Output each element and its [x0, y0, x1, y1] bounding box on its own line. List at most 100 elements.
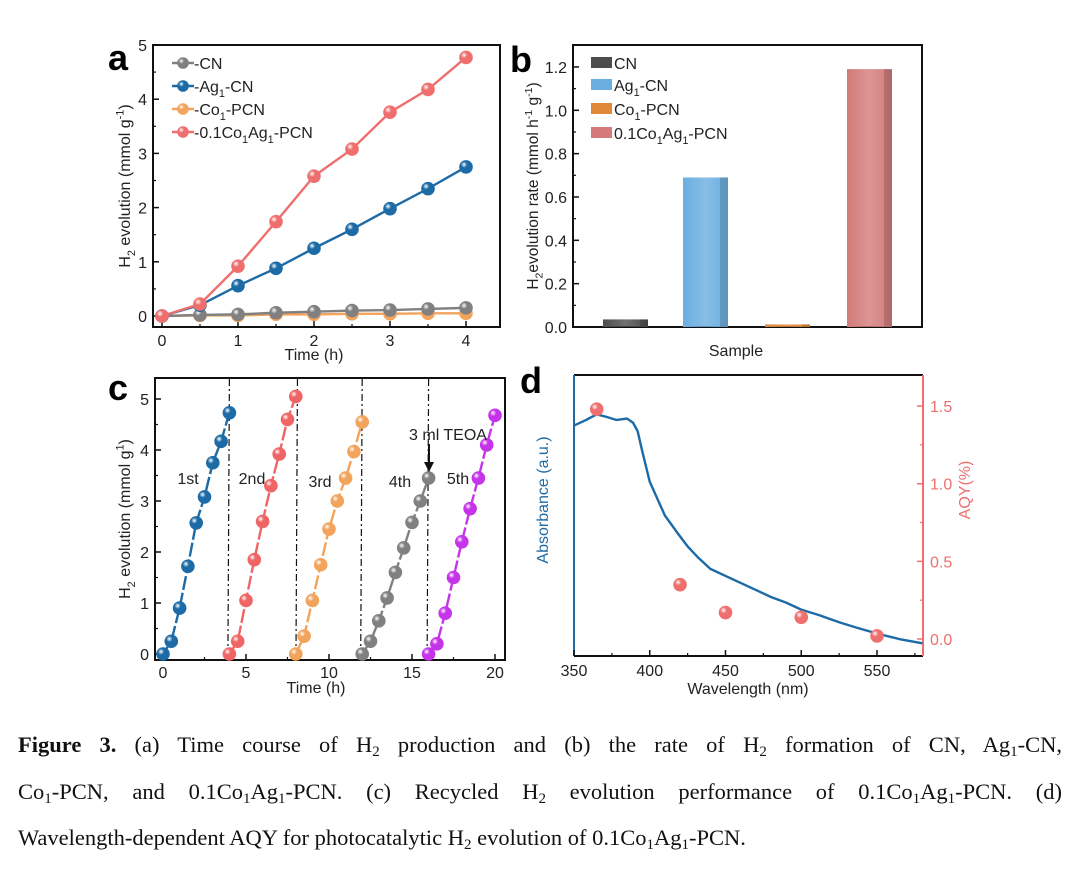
figure-caption: Figure 3. (a) Time course of H2 producti… [18, 722, 1062, 862]
y-tick-label: 1.5 [930, 399, 952, 416]
legend-marker [177, 103, 189, 115]
aqy-point [589, 402, 604, 416]
legend-label: -Ag1-CN [194, 79, 253, 100]
data-point [405, 515, 419, 530]
caption-text: 1 [947, 790, 956, 807]
y-axis-label-right: AQY(%) [957, 461, 974, 520]
panel-label-b: b [510, 39, 532, 80]
label-part: 1 [634, 87, 640, 99]
legend-label: CN [614, 56, 637, 73]
cycle-boundary-line [227, 378, 230, 660]
data-point [421, 647, 436, 661]
bar [683, 177, 728, 327]
data-point [421, 471, 436, 485]
legend-label: -Co1-PCN [194, 102, 265, 123]
legend-swatch [591, 127, 612, 138]
data-point [164, 634, 179, 649]
data-point [471, 471, 486, 485]
data-point [345, 222, 359, 237]
legend-label: -0.1Co1Ag1-PCN [194, 125, 313, 146]
label-part: 1 [115, 444, 127, 450]
panel-label-d: d [520, 360, 542, 401]
y-axis-label: H2 evolution (mmol g1) [115, 439, 138, 599]
data-point [396, 541, 411, 555]
legend-swatch [591, 79, 612, 90]
cycle-label: 2nd [239, 471, 266, 488]
data-point [222, 405, 237, 420]
label-part: -Ag [194, 79, 219, 96]
label-part: -PCN [274, 125, 313, 142]
panel-label-a: a [108, 37, 129, 78]
caption-text: -PCN. [688, 825, 746, 850]
legend-label: 0.1Co1Ag1-PCN [614, 126, 728, 147]
label-part: Co [614, 102, 635, 119]
data-point [230, 634, 245, 649]
label-part: -1 [523, 110, 535, 120]
data-point [430, 636, 444, 651]
caption-line: Co1-PCN, and 0.1Co1Ag1-PCN. (c) Recycled… [18, 769, 1062, 816]
label-part: 0.1Co [614, 126, 657, 143]
data-point [459, 160, 473, 174]
y-axis-label-left: Absorbance (a.u.) [535, 436, 552, 563]
x-tick-label: 10 [320, 665, 338, 682]
bar-shade [640, 319, 648, 327]
y-tick-label: 0.4 [545, 233, 567, 250]
figure-number: Figure 3. [18, 732, 117, 757]
absorbance-curve [573, 413, 923, 645]
data-point [438, 606, 453, 621]
y-tick-label: 3 [138, 146, 147, 163]
label-part: 2 [126, 581, 138, 587]
arrow-head-icon [424, 462, 434, 472]
caption-text: 1 [912, 790, 921, 807]
y-tick-label: 1 [138, 255, 147, 272]
label-part: 2 [534, 272, 546, 278]
data-point [155, 309, 169, 323]
label-part: ) [117, 104, 134, 109]
y-tick-label: 0.0 [545, 320, 567, 337]
caption-text: Co [18, 778, 45, 804]
aqy-point [718, 605, 733, 620]
data-point [264, 478, 278, 493]
data-point [172, 601, 187, 615]
caption-text: Ag [920, 778, 948, 804]
label-part: H [117, 256, 134, 268]
bar-shade [802, 324, 810, 327]
caption-text: Wavelength-dependent AQY for photocataly… [18, 825, 464, 850]
caption-text: production and (b) the rate of H [379, 732, 760, 757]
data-point [383, 201, 397, 216]
label-part: -CN [225, 79, 253, 96]
label-part: 1 [657, 135, 663, 147]
label-part: 1 [242, 134, 248, 146]
data-point [288, 647, 303, 661]
y-tick-label: 1 [140, 596, 149, 613]
y-tick-label: 1.0 [930, 477, 952, 494]
caption-text: formation of CN, Ag [766, 732, 1011, 757]
label-part: -0.1Co [194, 125, 242, 142]
y-tick-label: 0.8 [545, 147, 567, 164]
label-part: evolution (mmol g [117, 119, 134, 250]
label-part: 1 [634, 111, 640, 123]
x-tick-label: 500 [788, 663, 815, 680]
data-point [383, 303, 397, 317]
data-point [269, 261, 283, 276]
x-tick-label: 350 [561, 663, 588, 680]
y-tick-label: 4 [140, 443, 149, 460]
label-part: -CN [640, 78, 668, 95]
caption-text: 2 [463, 837, 472, 853]
data-point [189, 516, 203, 530]
x-tick-label: 1 [234, 333, 243, 350]
data-point [197, 490, 212, 504]
data-point [355, 647, 370, 661]
aqy-point [673, 577, 687, 592]
data-point [347, 444, 361, 459]
x-tick-label: 0 [159, 665, 168, 682]
caption-text: 2 [759, 744, 767, 760]
data-point [338, 471, 353, 485]
label-part: -1 [115, 110, 127, 120]
data-point [231, 259, 245, 273]
y-tick-label: 0.5 [930, 554, 952, 571]
legend-marker [177, 80, 189, 92]
label-part: ) [117, 439, 134, 444]
data-point [231, 278, 245, 293]
